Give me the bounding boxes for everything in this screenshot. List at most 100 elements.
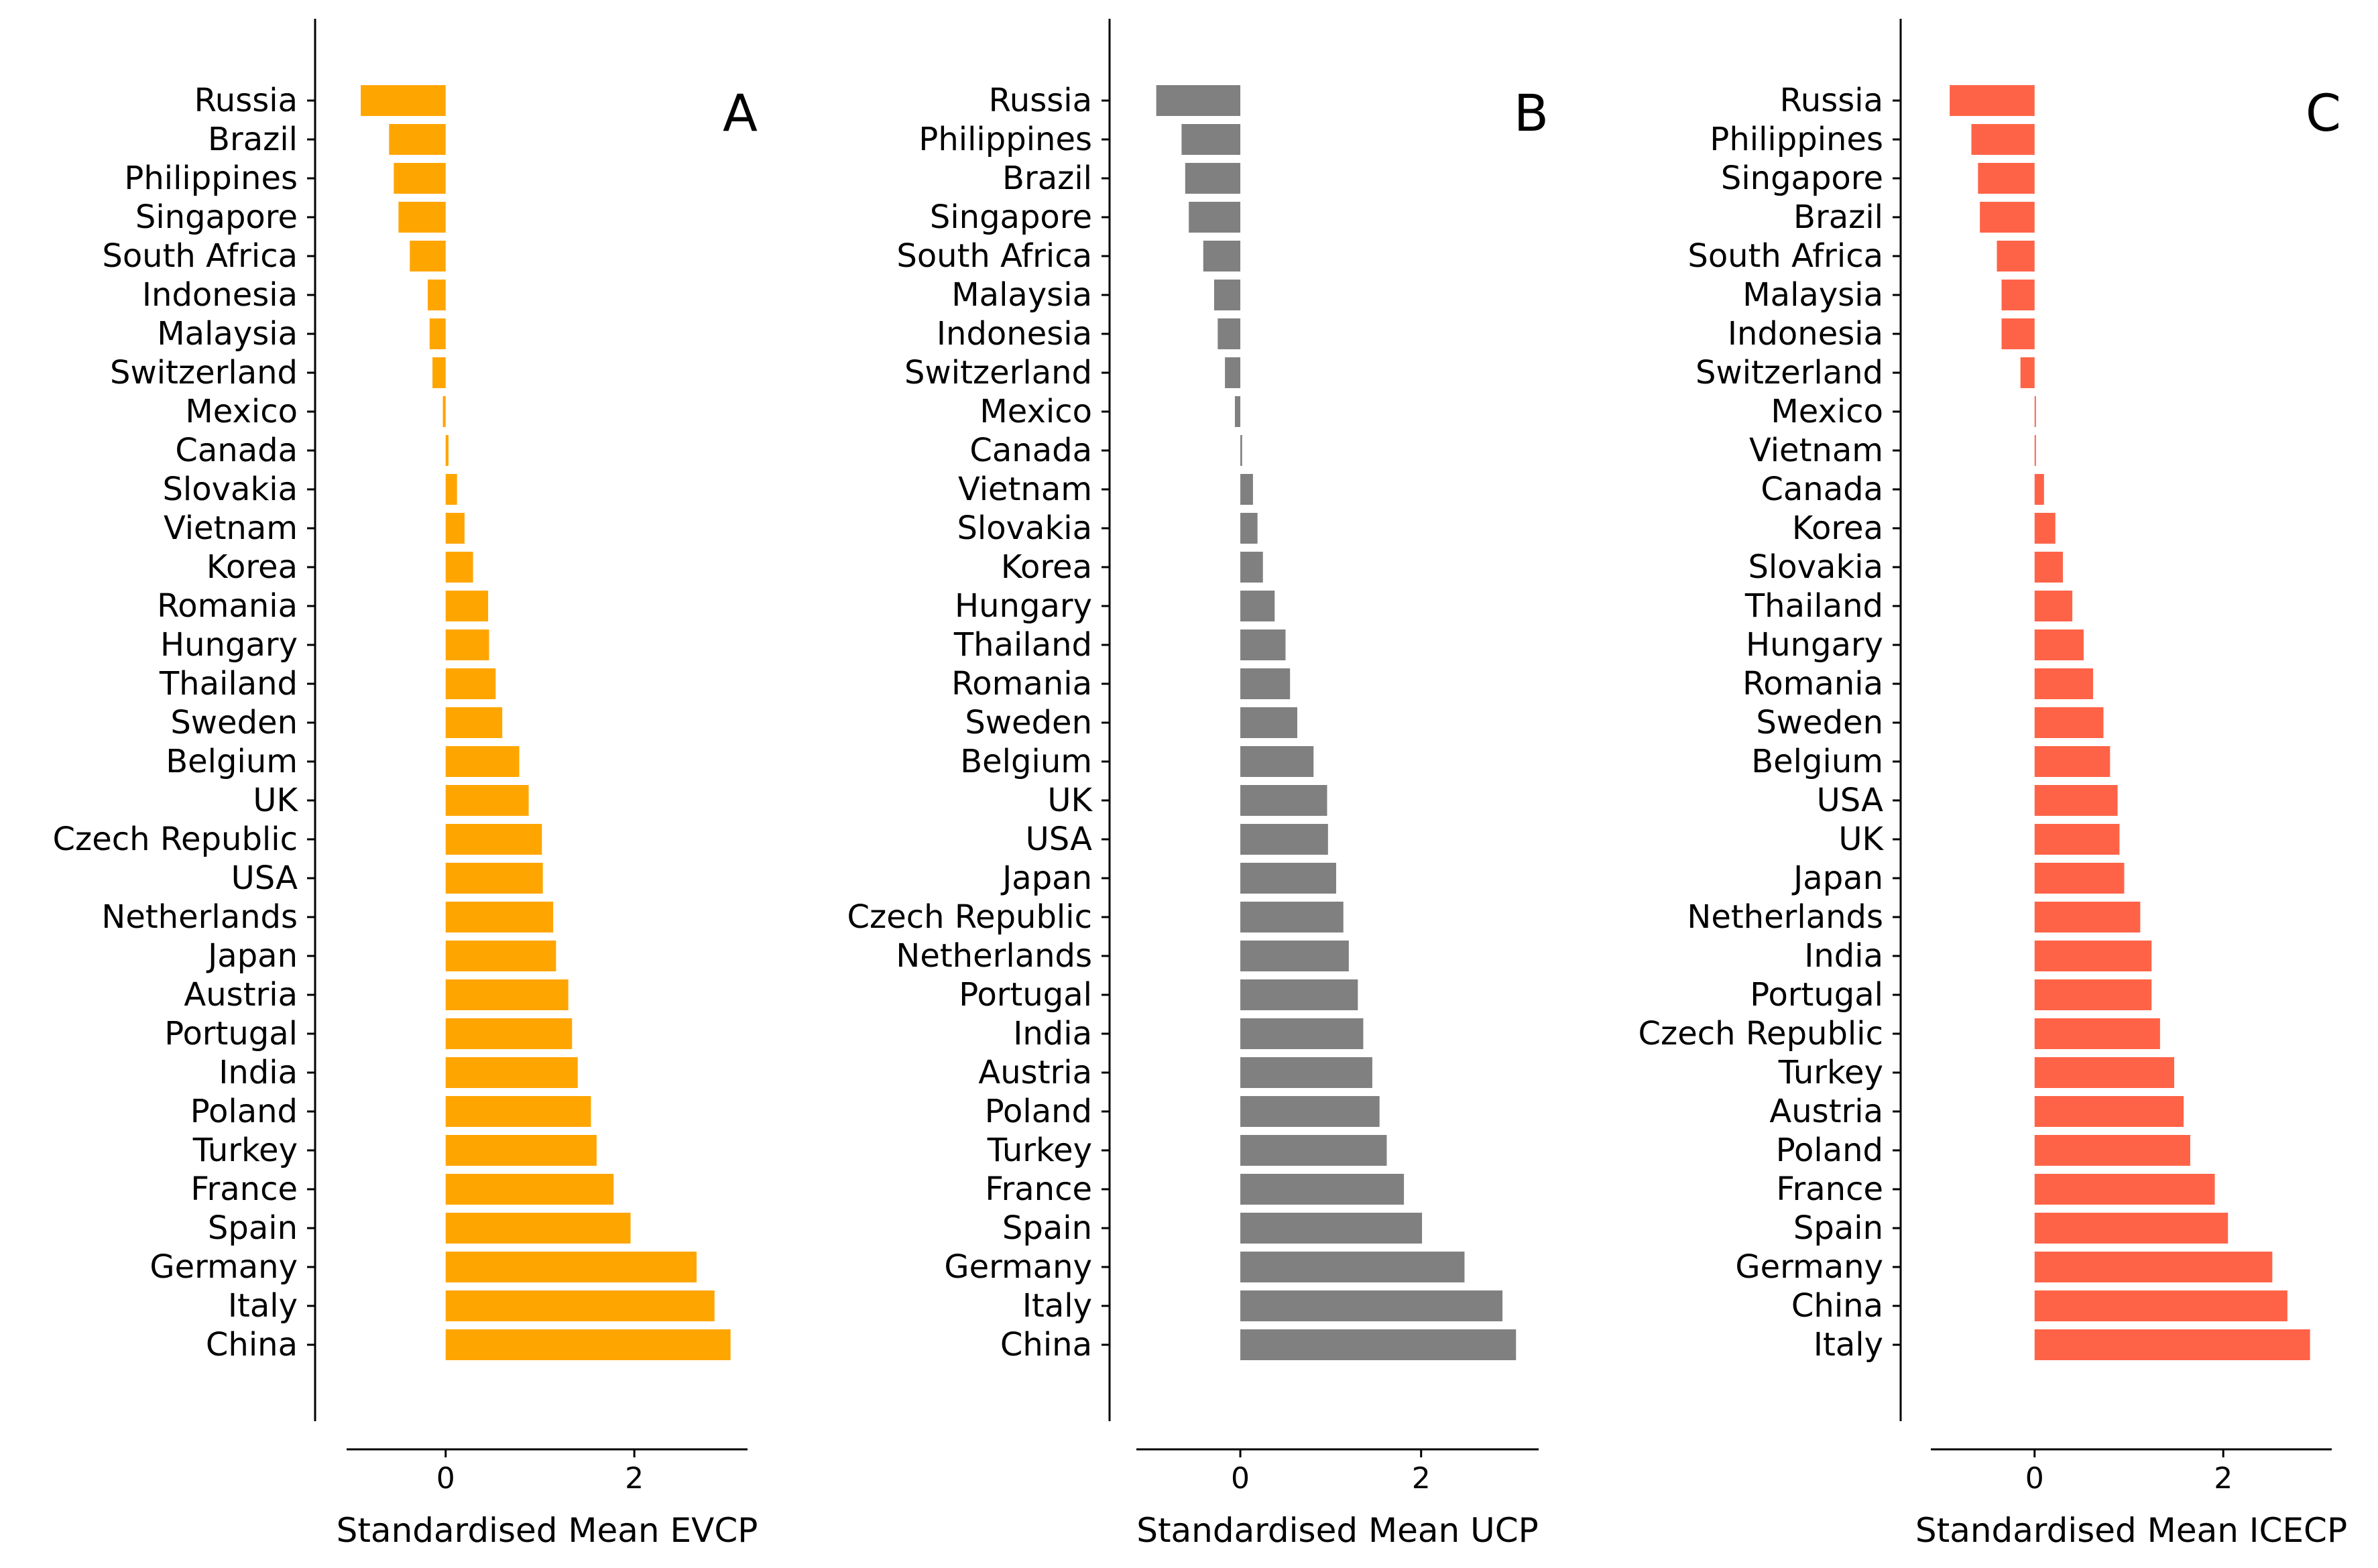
category-label: Mexico: [979, 393, 1092, 430]
bar-slovakia: [1240, 513, 1258, 544]
bar-mexico: [1234, 396, 1241, 427]
bar-singapore: [1189, 202, 1241, 233]
category-label: Italy: [1022, 1287, 1092, 1325]
category-label: Malaysia: [157, 315, 298, 353]
category-label: Czech Republic: [1639, 1015, 1883, 1052]
bar-korea: [2034, 513, 2056, 544]
category-label: Japan: [1000, 859, 1092, 897]
category-label: Singapore: [930, 198, 1092, 236]
category-label: India: [1804, 937, 1883, 975]
category-label: Indonesia: [937, 315, 1092, 353]
bar-india: [445, 1057, 578, 1088]
category-label: Netherlands: [1687, 898, 1883, 936]
bar-philippines: [1181, 124, 1241, 155]
category-label: Korea: [1792, 509, 1883, 547]
bar-uk: [445, 785, 529, 816]
bar-hungary: [1240, 591, 1275, 621]
bar-india: [2034, 941, 2152, 971]
category-label: USA: [1817, 782, 1883, 819]
category-label: Slovakia: [162, 471, 298, 508]
bar-austria: [2034, 1096, 2184, 1127]
bar-philippines: [1971, 124, 2035, 155]
category-label: Thailand: [1744, 587, 1883, 625]
category-label: Switzerland: [110, 354, 298, 391]
bar-usa: [2034, 785, 2118, 816]
bar-indonesia: [2001, 318, 2035, 349]
bar-sweden: [2034, 707, 2104, 738]
category-label: Germany: [944, 1248, 1092, 1286]
category-label: UK: [1838, 821, 1884, 858]
category-label: Malaysia: [1742, 276, 1883, 314]
category-label: Sweden: [1756, 704, 1883, 741]
bar-czech-republic: [2034, 1018, 2160, 1049]
category-label: Turkey: [192, 1132, 298, 1169]
category-label: Czech Republic: [847, 898, 1092, 936]
bar-uk: [2034, 824, 2120, 855]
category-label: Austria: [978, 1054, 1092, 1091]
category-label: Indonesia: [142, 276, 298, 314]
bar-spain: [1240, 1213, 1423, 1244]
bar-portugal: [1240, 979, 1358, 1010]
x-axis-title: Standardised Mean ICECP: [1915, 1511, 2347, 1550]
category-label: Poland: [190, 1093, 298, 1130]
bar-canada: [2034, 474, 2044, 505]
x-tick-label: 0: [1231, 1461, 1250, 1496]
panel-letter: A: [723, 83, 758, 143]
category-label: Malaysia: [951, 276, 1092, 314]
category-label: China: [1791, 1287, 1883, 1325]
category-label: Romania: [1742, 665, 1883, 703]
category-label: Belgium: [166, 743, 298, 780]
category-label: Germany: [150, 1248, 298, 1286]
x-axis-title: Standardised Mean EVCP: [337, 1511, 758, 1550]
bar-vietnam: [2034, 435, 2036, 466]
category-label: Korea: [1001, 548, 1092, 586]
bar-spain: [445, 1213, 631, 1244]
bar-switzerland: [432, 357, 446, 388]
category-label: Singapore: [135, 198, 298, 236]
bar-hungary: [2034, 629, 2084, 660]
category-label: Philippines: [1710, 121, 1883, 158]
bar-belgium: [445, 746, 520, 777]
bar-brazil: [389, 124, 446, 155]
category-label: Vietnam: [1749, 432, 1883, 469]
bar-poland: [445, 1096, 591, 1127]
bar-japan: [1240, 863, 1336, 894]
bar-korea: [1240, 552, 1263, 583]
bar-romania: [2034, 668, 2094, 699]
bar-turkey: [2034, 1057, 2175, 1088]
bar-japan: [445, 941, 556, 971]
bar-turkey: [445, 1135, 597, 1166]
category-label: Singapore: [1721, 160, 1883, 197]
bar-france: [1240, 1174, 1405, 1205]
bar-indonesia: [1217, 318, 1241, 349]
bar-netherlands: [445, 902, 554, 932]
bar-portugal: [445, 1018, 573, 1049]
category-label: Japan: [1791, 859, 1883, 897]
category-label: Indonesia: [1728, 315, 1883, 353]
bar-thailand: [2034, 591, 2073, 621]
bar-philippines: [394, 163, 446, 194]
bar-singapore: [398, 202, 446, 233]
category-label: Slovakia: [957, 509, 1092, 547]
category-label: Turkey: [987, 1132, 1092, 1169]
category-label: Portugal: [959, 976, 1092, 1014]
bar-uk: [1240, 785, 1327, 816]
bar-italy: [445, 1290, 715, 1321]
category-label: Japan: [206, 937, 298, 975]
bar-indonesia: [428, 280, 446, 310]
category-label: Turkey: [1778, 1054, 1883, 1091]
bar-south-africa: [410, 241, 446, 272]
bar-spain: [2034, 1213, 2228, 1244]
category-label: India: [1013, 1015, 1092, 1052]
bar-korea: [445, 552, 473, 583]
category-label: Canada: [969, 432, 1092, 469]
bar-france: [445, 1174, 614, 1205]
category-label: Hungary: [1746, 626, 1883, 664]
bar-russia: [1156, 85, 1241, 116]
x-tick-label: 2: [1412, 1461, 1431, 1496]
bar-malaysia: [1213, 280, 1241, 310]
category-label: Hungary: [160, 626, 298, 664]
bar-russia: [361, 85, 446, 116]
